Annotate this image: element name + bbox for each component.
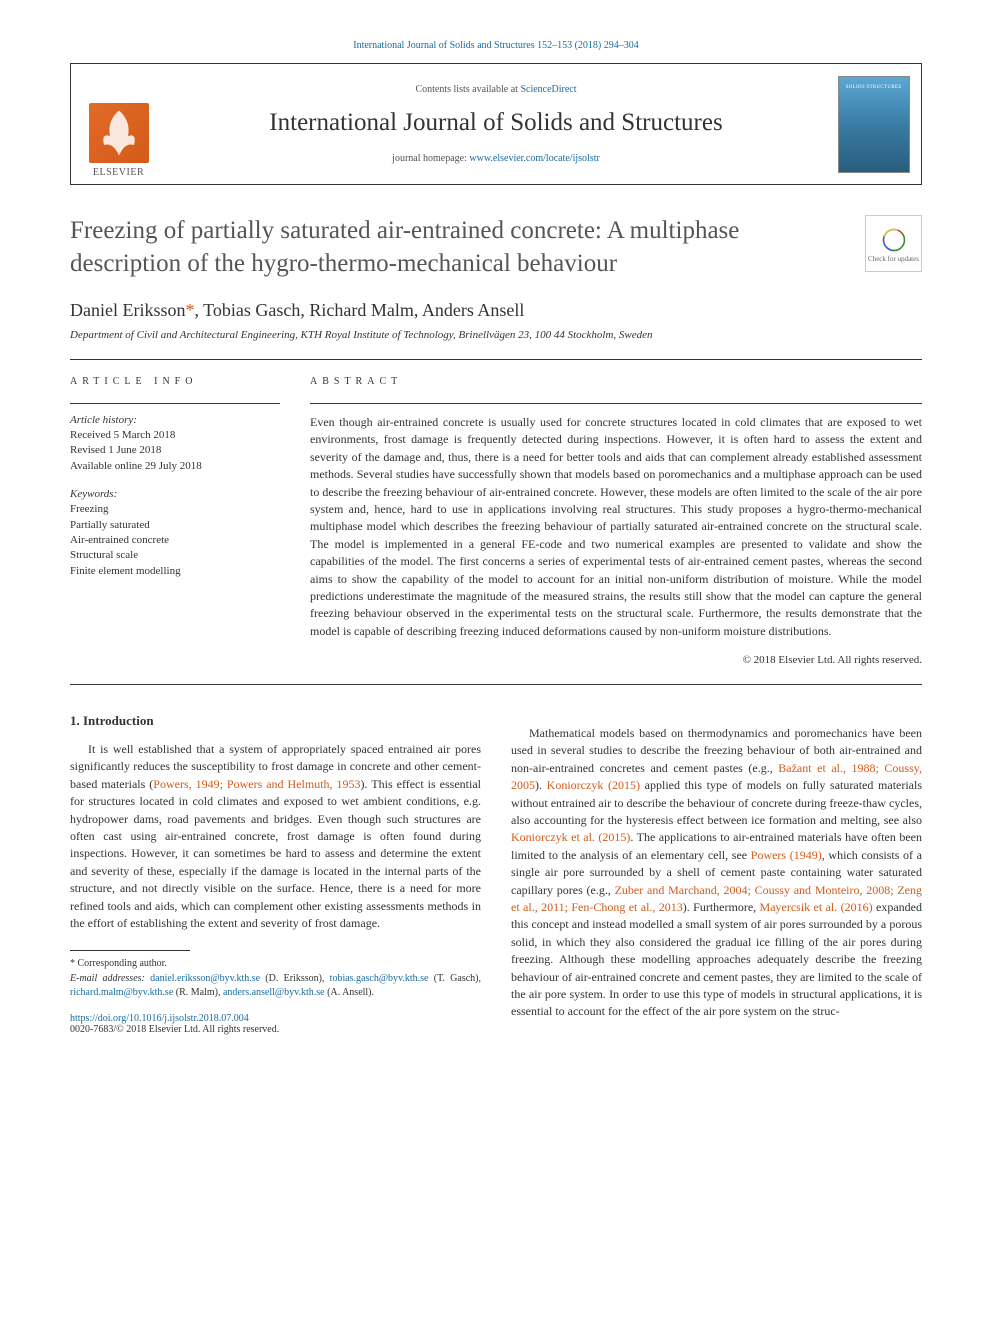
article-info-column: ARTICLE INFO Article history: Received 5… xyxy=(70,376,280,666)
article-header-row: Freezing of partially saturated air-entr… xyxy=(70,215,922,280)
check-for-updates-button[interactable]: Check for updates xyxy=(865,215,922,272)
keyword-line: Freezing xyxy=(70,502,280,517)
keywords-list: FreezingPartially saturatedAir-entrained… xyxy=(70,502,280,579)
keyword-line: Partially saturated xyxy=(70,518,280,533)
citation-link[interactable]: International Journal of Solids and Stru… xyxy=(353,40,639,51)
affiliation: Department of Civil and Architectural En… xyxy=(70,329,922,341)
article-info-label: ARTICLE INFO xyxy=(70,376,280,387)
keyword-line: Air-entrained concrete xyxy=(70,533,280,548)
journal-header-box: ELSEVIER Contents lists available at Sci… xyxy=(70,63,922,185)
contents-line: Contents lists available at ScienceDirec… xyxy=(415,84,576,95)
footnote-separator xyxy=(70,950,190,951)
elsevier-tree-icon[interactable] xyxy=(89,103,149,163)
tree-icon xyxy=(89,103,149,163)
publisher-logo-column: ELSEVIER xyxy=(71,64,166,184)
page-container: International Journal of Solids and Stru… xyxy=(0,0,992,1085)
body-columns: 1. Introduction It is well established t… xyxy=(70,713,922,1035)
info-divider xyxy=(70,403,280,404)
check-updates-label: Check for updates xyxy=(868,255,919,263)
journal-title: International Journal of Solids and Stru… xyxy=(269,109,722,137)
author-email-link[interactable]: anders.ansell@byv.kth.se xyxy=(223,987,325,998)
publisher-name: ELSEVIER xyxy=(93,167,144,178)
corresponding-author-note: * Corresponding author. xyxy=(70,957,481,972)
author-email-link[interactable]: daniel.eriksson@byv.kth.se xyxy=(150,973,260,984)
issn-copyright-line: 0020-7683/© 2018 Elsevier Ltd. All right… xyxy=(70,1024,279,1035)
crossmark-icon xyxy=(879,225,909,255)
section-heading: 1. Introduction xyxy=(70,713,481,729)
meta-abstract-row: ARTICLE INFO Article history: Received 5… xyxy=(70,360,922,684)
abstract-copyright: © 2018 Elsevier Ltd. All rights reserved… xyxy=(310,654,922,666)
history-line: Revised 1 June 2018 xyxy=(70,443,280,458)
sciencedirect-link[interactable]: ScienceDirect xyxy=(520,84,576,95)
journal-cover-thumbnail[interactable] xyxy=(838,76,910,173)
body-right-column: Mathematical models based on thermodynam… xyxy=(511,713,922,1035)
intro-paragraph-left: It is well established that a system of … xyxy=(70,741,481,932)
body-left-column: 1. Introduction It is well established t… xyxy=(70,713,481,1035)
abstract-divider xyxy=(310,403,922,404)
authors-list: Daniel Eriksson*, Tobias Gasch, Richard … xyxy=(70,300,922,321)
history-list: Received 5 March 2018Revised 1 June 2018… xyxy=(70,428,280,474)
header-citation: International Journal of Solids and Stru… xyxy=(70,40,922,51)
keyword-line: Structural scale xyxy=(70,548,280,563)
history-line: Received 5 March 2018 xyxy=(70,428,280,443)
abstract-column: ABSTRACT Even though air-entrained concr… xyxy=(310,376,922,666)
author-email-link[interactable]: richard.malm@byv.kth.se xyxy=(70,987,173,998)
keywords-label: Keywords: xyxy=(70,488,280,500)
email-addresses-block: E-mail addresses: daniel.eriksson@byv.kt… xyxy=(70,972,481,1001)
intro-paragraph-right: Mathematical models based on thermodynam… xyxy=(511,725,922,1021)
bottom-divider xyxy=(70,684,922,685)
journal-homepage-link[interactable]: www.elsevier.com/locate/ijsolstr xyxy=(469,153,599,164)
journal-center-column: Contents lists available at ScienceDirec… xyxy=(166,64,826,184)
history-label: Article history: xyxy=(70,414,280,426)
footnote-block: * Corresponding author. E-mail addresses… xyxy=(70,957,481,1001)
article-title: Freezing of partially saturated air-entr… xyxy=(70,215,865,280)
author-email-link[interactable]: tobias.gasch@byv.kth.se xyxy=(330,973,429,984)
keyword-line: Finite element modelling xyxy=(70,564,280,579)
abstract-text: Even though air-entrained concrete is us… xyxy=(310,414,922,640)
homepage-line: journal homepage: www.elsevier.com/locat… xyxy=(392,153,600,164)
doi-block: https://doi.org/10.1016/j.ijsolstr.2018.… xyxy=(70,1013,481,1035)
cover-thumbnail-column xyxy=(826,64,921,184)
abstract-label: ABSTRACT xyxy=(310,376,922,387)
doi-link[interactable]: https://doi.org/10.1016/j.ijsolstr.2018.… xyxy=(70,1013,249,1024)
history-line: Available online 29 July 2018 xyxy=(70,459,280,474)
